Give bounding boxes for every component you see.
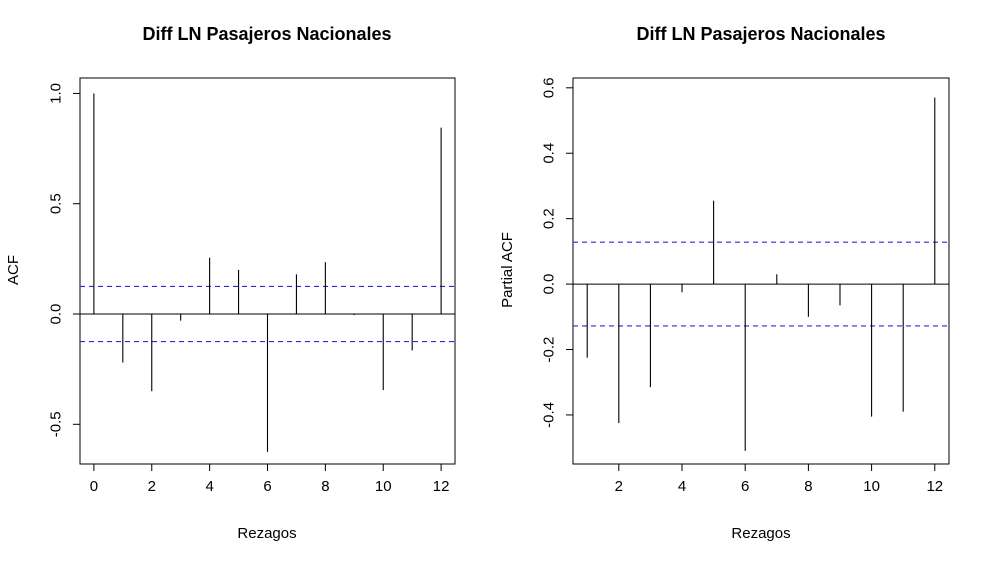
pacf-x-tick-label: 10: [863, 478, 880, 495]
pacf-x-tick-label: 8: [804, 478, 812, 495]
pacf-x-tick-label: 2: [615, 478, 623, 495]
acf-x-axis-label: Rezagos: [237, 525, 296, 542]
pacf-x-axis: 2 4 6 8 10 12: [615, 464, 943, 495]
pacf-y-axis-label: Partial ACF: [499, 232, 516, 308]
pacf-x-tick-label: 4: [678, 478, 686, 495]
acf-x-axis: 0 2 4 6 8 10 12: [90, 464, 450, 495]
acf-y-tick-label: 0.5: [48, 193, 65, 214]
pacf-x-tick-label: 6: [741, 478, 749, 495]
pacf-x-axis-label: Rezagos: [731, 525, 790, 542]
pacf-y-tick-label: -0.4: [541, 402, 558, 428]
acf-x-tick-label: 4: [205, 478, 213, 495]
acf-title: Diff LN Pasajeros Nacionales: [142, 24, 391, 44]
acf-x-tick-label: 12: [433, 478, 450, 495]
pacf-y-tick-label: 0.2: [541, 208, 558, 229]
acf-y-axis-label: ACF: [5, 255, 22, 285]
pacf-title: Diff LN Pasajeros Nacionales: [636, 24, 885, 44]
pacf-plot-frame: [572, 77, 950, 465]
pacf-spikes: [586, 97, 936, 451]
acf-y-tick-label: 0.0: [48, 304, 65, 325]
acf-y-tick-label: 1.0: [48, 83, 65, 104]
pacf-y-tick-label: -0.2: [541, 337, 558, 363]
acf-y-tick-label: -0.5: [48, 411, 65, 437]
acf-x-tick-label: 10: [375, 478, 392, 495]
pacf-y-tick-label: 0.6: [541, 77, 558, 98]
acf-y-axis: -0.5 0.0 0.5 1.0: [48, 83, 80, 437]
acf-x-tick-label: 0: [90, 478, 98, 495]
pacf-x-tick-label: 12: [926, 478, 943, 495]
pacf-panel: Diff LN Pasajeros Nacionales Rezagos Par…: [499, 24, 950, 542]
acf-spikes: [93, 93, 442, 452]
pacf-y-axis: -0.4 -0.2 0.0 0.2 0.4 0.6: [541, 77, 573, 428]
acf-x-tick-label: 6: [263, 478, 271, 495]
acf-x-tick-label: 2: [148, 478, 156, 495]
pacf-y-tick-label: 0.0: [541, 274, 558, 295]
acf-x-tick-label: 8: [321, 478, 329, 495]
pacf-y-tick-label: 0.4: [541, 143, 558, 164]
acf-panel: Diff LN Pasajeros Nacionales Rezagos ACF…: [5, 24, 456, 542]
